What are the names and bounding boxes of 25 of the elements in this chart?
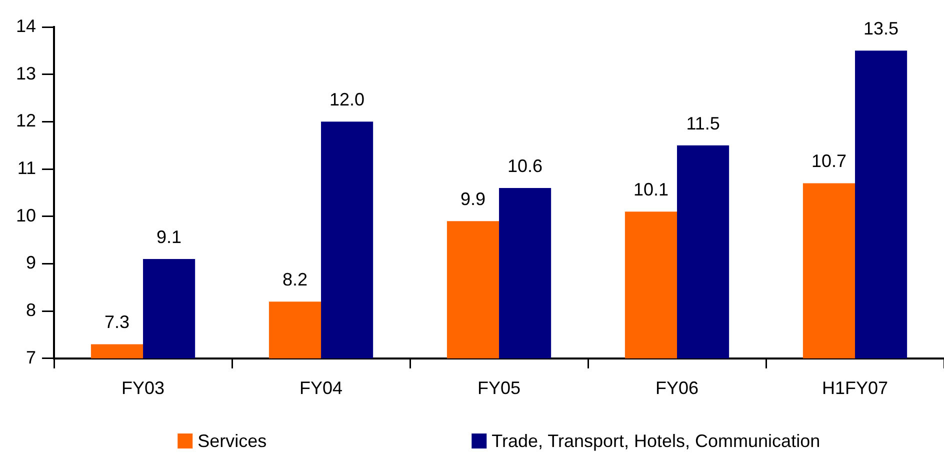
y-tick-label: 13	[16, 63, 36, 84]
data-label: 8.2	[282, 270, 308, 290]
y-tick-label: 12	[16, 110, 36, 131]
x-tick-label: H1FY07	[822, 378, 888, 398]
x-tick-label: FY03	[122, 378, 165, 398]
data-label: 13.5	[864, 18, 899, 39]
y-tick-label: 14	[16, 16, 36, 36]
y-tick-label: 9	[26, 252, 36, 273]
y-tick-label: 11	[17, 158, 36, 178]
data-label: 10.7	[811, 151, 846, 172]
data-label: 10.6	[508, 156, 543, 176]
data-label: 12.0	[330, 90, 365, 110]
data-label: 9.9	[460, 189, 486, 210]
y-tick-label: 8	[26, 300, 36, 320]
data-label: 9.1	[156, 226, 182, 247]
x-tick-label: FY06	[655, 378, 699, 398]
x-tick-label: FY04	[300, 378, 343, 398]
legend-label: Trade, Transport, Hotels, Communication	[492, 430, 820, 451]
y-tick-label: 7	[26, 347, 36, 368]
data-label: 10.1	[633, 180, 668, 200]
data-label: 7.3	[104, 312, 130, 332]
x-tick-label: FY05	[477, 378, 521, 398]
data-label: 11.5	[686, 113, 720, 134]
legend-label: Services	[198, 430, 267, 451]
y-tick-label: 10	[16, 205, 36, 226]
